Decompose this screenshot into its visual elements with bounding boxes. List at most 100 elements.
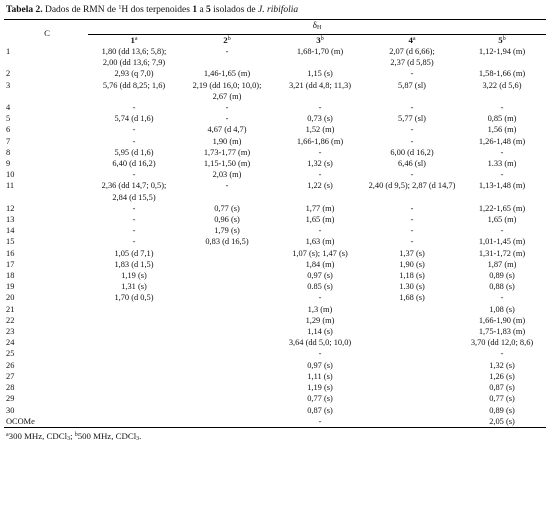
table-row: OCOMe - 2,05 (s): [4, 415, 546, 428]
shift-value: -: [410, 136, 414, 146]
carbon-label: 24: [6, 338, 15, 348]
shift-cell: [180, 270, 274, 281]
carbon-label: 17: [6, 259, 15, 269]
shift-cell: [180, 337, 274, 348]
shift-value: 1,18 (s): [399, 271, 425, 281]
shift-value: 0,96 (s): [214, 215, 240, 225]
shift-cell: -: [88, 136, 180, 147]
shift-value: -: [318, 293, 322, 303]
shift-value: 1,08 (s): [489, 304, 515, 314]
shift-value: 1,26-1,48 (m): [478, 136, 526, 146]
shift-cell: [366, 315, 458, 326]
shift-cell: 3,64 (dd 5,0; 10,0): [274, 337, 366, 348]
caption-sup: 1: [118, 5, 122, 11]
shift-cell: -: [274, 292, 366, 303]
caption-text-pre: Dados de RMN de: [42, 5, 119, 15]
shift-cell: 1,26-1,48 (m): [458, 136, 546, 147]
table-row: 19 1,31 (s) 0.85 (s) 1.30 (s) 0,88 (s): [4, 281, 546, 292]
shift-cell: 1,79 (s): [180, 225, 274, 236]
shift-value: -: [410, 203, 414, 213]
shift-cell: 0,77 (s): [274, 393, 366, 404]
shift-cell: 0,89 (s): [458, 270, 546, 281]
column-header-compound: 2b: [180, 35, 274, 47]
shift-value: 2,37 (d 5,85): [390, 58, 434, 68]
shift-value: 5,76 (dd 8,25; 1,6): [102, 80, 166, 90]
shift-cell: 1,12-1,94 (m): [458, 46, 546, 68]
shift-cell: -: [458, 292, 546, 303]
shift-cell: 0,97 (s): [274, 360, 366, 371]
shift-cell: -: [88, 236, 180, 247]
table-row: 17 1,83 (d 1,5) 1,84 (m) 1,90 (s) 1,87 (m): [4, 259, 546, 270]
delta-subscript: H: [316, 25, 322, 31]
footnote-text: .: [139, 430, 142, 441]
shift-cell: 1.33 (m): [458, 158, 546, 169]
shift-value: 1,07 (s); 1,47 (s): [292, 248, 348, 258]
shift-cell: [88, 304, 180, 315]
table-row: 7 - 1,90 (m) 1,66-1,86 (m) - 1,26-1,48 (m): [4, 136, 546, 147]
shift-value: 4,67 (d 4,7): [207, 125, 247, 135]
shift-cell: -: [88, 124, 180, 135]
shift-cell: 1,14 (s): [274, 326, 366, 337]
carbon-label: 16: [6, 248, 15, 258]
shift-cell: 3,70 (dd 12,0; 8,6): [458, 337, 546, 348]
table-row: 14 - 1,79 (s) - - -: [4, 225, 546, 236]
carbon-label: 27: [6, 371, 15, 381]
footnote-sub: 3: [67, 435, 71, 442]
shift-cell: 2,93 (q 7,0): [88, 68, 180, 79]
table-row: 30 0,87 (s) 0,89 (s): [4, 405, 546, 416]
footnote-text: ;: [70, 430, 75, 441]
shift-cell: 3,21 (dd 4,8; 11,3): [274, 80, 366, 102]
shift-cell: 1,11 (s): [274, 371, 366, 382]
footnote: a300 MHz, CDCl3; b500 MHz, CDCl3.: [6, 431, 546, 445]
compound-sup: a: [134, 36, 138, 42]
shift-value: -: [132, 237, 136, 247]
shift-cell: [180, 405, 274, 416]
carbon-label: 26: [6, 360, 15, 370]
table-row: 4 - - - - -: [4, 102, 546, 113]
shift-cell: 1,58-1,66 (m): [458, 68, 546, 79]
shift-value: 1,65 (m): [487, 215, 517, 225]
shift-value: 0,77 (s): [214, 203, 240, 213]
shift-value: 1,84 (m): [305, 259, 335, 269]
shift-value: -: [318, 416, 322, 426]
shift-value: -: [132, 215, 136, 225]
shift-value: 1,37 (s): [399, 248, 425, 258]
shift-value: 1,83 (d 1,5): [114, 259, 154, 269]
shift-cell: 1,68-1,70 (m): [274, 46, 366, 68]
carbon-label: 11: [6, 181, 15, 191]
shift-value: 0.85 (s): [307, 282, 333, 292]
header-compound-row: C 1a 2b 3b 4a 5b: [4, 28, 546, 47]
shift-cell: -: [88, 169, 180, 180]
shift-cell: 0,85 (m): [458, 113, 546, 124]
shift-value: 1,70 (d 0,5): [114, 293, 154, 303]
shift-cell: 1,90 (m): [180, 136, 274, 147]
shift-value: -: [500, 170, 504, 180]
shift-value: 5,95 (d 1,6): [114, 147, 154, 157]
shift-cell: -: [458, 147, 546, 158]
carbon-label: 29: [6, 394, 15, 404]
shift-cell: [180, 382, 274, 393]
carbon-label: 3: [6, 80, 11, 90]
delta-h-header: δH: [88, 19, 546, 35]
shift-cell: [88, 371, 180, 382]
shift-cell: 1,31 (s): [88, 281, 180, 292]
table-row: 22 1,29 (m) 1,66-1,90 (m): [4, 315, 546, 326]
table-row: 1 1,80 (dd 13,6; 5,8); 2,00 (dd 13,6; 7,9)…: [4, 46, 546, 68]
shift-cell: 1,15-1,50 (m): [180, 158, 274, 169]
shift-cell: [88, 326, 180, 337]
shift-cell: [88, 337, 180, 348]
shift-cell: [366, 326, 458, 337]
table-row: 11 2,36 (dd 14,7; 0,5); 2,84 (d 15,5) - 1,22…: [4, 180, 546, 202]
carbon-label: OCOMe: [4, 415, 88, 428]
caption-text-a: a: [197, 5, 207, 15]
compound-sup: b: [227, 36, 231, 42]
shift-cell: 1,84 (m): [274, 259, 366, 270]
shift-cell: 0,97 (s): [274, 270, 366, 281]
compound-number: 2: [223, 35, 228, 45]
shift-cell: -: [458, 102, 546, 113]
table-row: 28 1,19 (s) 0,87 (s): [4, 382, 546, 393]
shift-value: 1,56 (m): [487, 125, 517, 135]
shift-cell: 0,77 (s): [458, 393, 546, 404]
shift-value: 3,70 (dd 12,0; 8,6): [470, 338, 534, 348]
shift-cell: 1,37 (s): [366, 248, 458, 259]
